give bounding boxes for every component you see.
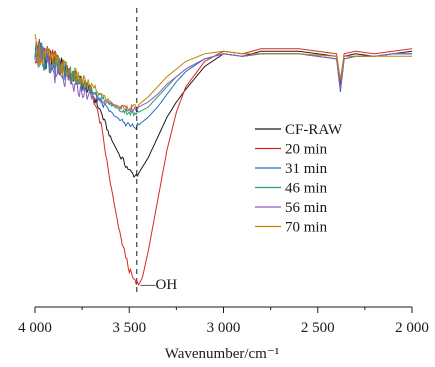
x-tick-label: 3 500: [112, 320, 146, 336]
x-axis: 4 000 3 500 3 000 2 500 2 000: [18, 306, 429, 336]
legend-label: 46 min: [285, 181, 328, 197]
series-layer: [34, 34, 413, 287]
series-line-56-min: [34, 43, 412, 114]
series-line-20-min: [34, 38, 413, 287]
legend-label: 20 min: [285, 142, 328, 158]
legend-label: 56 min: [285, 200, 328, 216]
legend: CF-RAW 20 min 31 min 46 min 56 min 70 min: [255, 122, 343, 236]
legend-label: 70 min: [285, 220, 328, 236]
series-line-70-min: [34, 34, 412, 111]
x-tick-label: 2 000: [395, 320, 429, 336]
x-tick-label: 4 000: [18, 320, 52, 336]
oh-annotation: —OH: [140, 277, 178, 293]
legend-label: 31 min: [285, 161, 328, 177]
x-axis-label: Wavenumber/cm⁻¹: [165, 346, 280, 362]
series-line-cf-raw: [34, 42, 413, 178]
x-tick-label: 3 000: [207, 320, 241, 336]
x-tick-label: 2 500: [301, 320, 335, 336]
series-line-46-min: [34, 42, 412, 117]
legend-label: CF-RAW: [285, 122, 343, 138]
